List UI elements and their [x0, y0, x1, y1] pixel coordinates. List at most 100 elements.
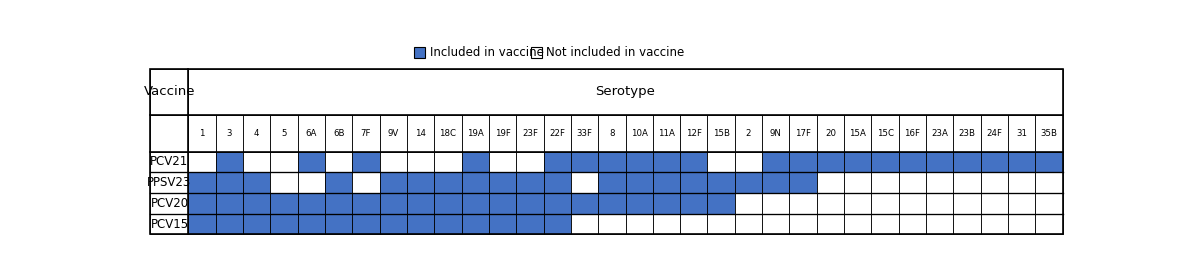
Bar: [517, 214, 544, 234]
Bar: [981, 214, 1008, 234]
Bar: [816, 193, 844, 214]
Bar: [270, 214, 297, 234]
Bar: [653, 115, 680, 152]
Bar: [434, 172, 462, 193]
Bar: [898, 214, 925, 234]
Bar: [735, 152, 762, 172]
Bar: [462, 193, 489, 214]
Text: 19A: 19A: [467, 129, 483, 138]
Bar: [598, 214, 626, 234]
Bar: [352, 193, 379, 214]
Bar: [406, 172, 434, 193]
Bar: [188, 152, 216, 172]
Bar: [871, 115, 898, 152]
Text: 19F: 19F: [494, 129, 511, 138]
Bar: [925, 115, 954, 152]
Text: 35B: 35B: [1040, 129, 1057, 138]
Bar: [844, 214, 871, 234]
Bar: [243, 193, 270, 214]
Bar: [150, 172, 188, 193]
Bar: [379, 152, 406, 172]
Bar: [1008, 214, 1036, 234]
Text: 23B: 23B: [959, 129, 975, 138]
Bar: [680, 214, 707, 234]
Text: 4: 4: [254, 129, 260, 138]
Bar: [243, 214, 270, 234]
Bar: [762, 172, 789, 193]
Bar: [981, 172, 1008, 193]
Bar: [844, 152, 871, 172]
Text: Serotype: Serotype: [596, 85, 655, 98]
Bar: [954, 193, 981, 214]
Bar: [325, 193, 352, 214]
Bar: [735, 172, 762, 193]
Bar: [871, 214, 898, 234]
Text: 23A: 23A: [931, 129, 948, 138]
Bar: [150, 115, 188, 152]
Bar: [434, 214, 462, 234]
Bar: [898, 152, 925, 172]
Bar: [544, 193, 571, 214]
Text: Vaccine: Vaccine: [143, 85, 196, 98]
Text: 23F: 23F: [521, 129, 538, 138]
Bar: [150, 69, 1063, 234]
Text: 31: 31: [1017, 129, 1027, 138]
Bar: [844, 172, 871, 193]
Bar: [789, 152, 816, 172]
Bar: [816, 152, 844, 172]
Bar: [216, 193, 243, 214]
Bar: [379, 214, 406, 234]
Bar: [462, 172, 489, 193]
Bar: [571, 193, 598, 214]
Bar: [653, 152, 680, 172]
Text: 6A: 6A: [306, 129, 318, 138]
Bar: [517, 152, 544, 172]
Text: 12F: 12F: [686, 129, 702, 138]
Bar: [379, 172, 406, 193]
Bar: [544, 115, 571, 152]
Bar: [406, 152, 434, 172]
Bar: [297, 214, 325, 234]
Bar: [762, 152, 789, 172]
Text: 9V: 9V: [387, 129, 399, 138]
Bar: [789, 115, 816, 152]
Bar: [406, 193, 434, 214]
Bar: [352, 115, 379, 152]
Bar: [871, 172, 898, 193]
Bar: [653, 172, 680, 193]
Bar: [954, 152, 981, 172]
Bar: [325, 115, 352, 152]
Bar: [598, 172, 626, 193]
Bar: [1036, 152, 1063, 172]
Bar: [571, 115, 598, 152]
Bar: [517, 172, 544, 193]
Text: 10A: 10A: [630, 129, 648, 138]
Text: 9N: 9N: [770, 129, 782, 138]
Bar: [188, 193, 216, 214]
Bar: [544, 152, 571, 172]
Text: 15A: 15A: [850, 129, 866, 138]
Text: 7F: 7F: [360, 129, 371, 138]
Bar: [434, 152, 462, 172]
Bar: [898, 193, 925, 214]
Text: 11A: 11A: [658, 129, 675, 138]
Text: PCV21: PCV21: [150, 155, 188, 168]
Bar: [680, 193, 707, 214]
Text: 15C: 15C: [877, 129, 893, 138]
Bar: [531, 47, 542, 58]
Text: 17F: 17F: [795, 129, 811, 138]
Bar: [735, 115, 762, 152]
Bar: [517, 193, 544, 214]
Text: 2: 2: [745, 129, 751, 138]
Bar: [981, 152, 1008, 172]
Bar: [1008, 193, 1036, 214]
Bar: [680, 115, 707, 152]
Bar: [406, 115, 434, 152]
Bar: [981, 193, 1008, 214]
Text: PCV20: PCV20: [150, 197, 188, 210]
Bar: [462, 214, 489, 234]
Bar: [707, 172, 735, 193]
Text: 14: 14: [415, 129, 427, 138]
Bar: [762, 214, 789, 234]
Text: 24F: 24F: [986, 129, 1003, 138]
